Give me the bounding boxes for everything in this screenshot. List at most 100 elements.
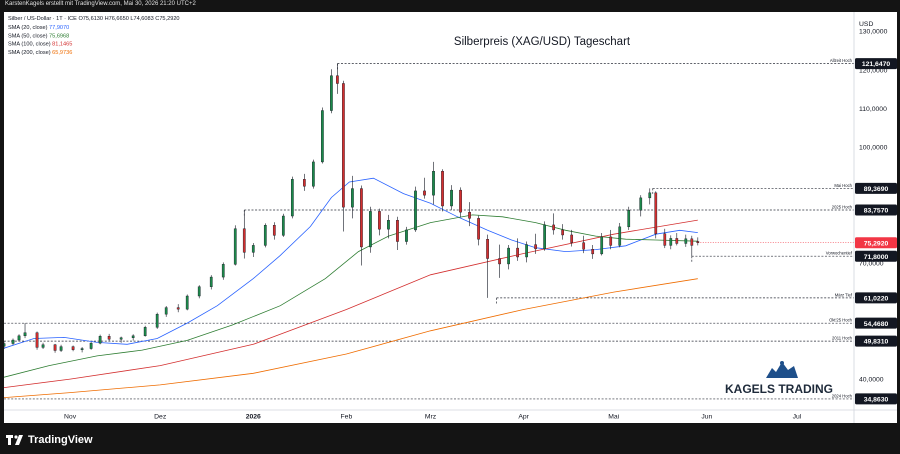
candle-body (423, 190, 426, 196)
level-lines: Allzeit Hoch Mai Hoch 2025 Hoch Vorwochenti… (4, 58, 854, 400)
candles (4, 63, 700, 353)
candle-body (242, 228, 246, 253)
candle-body (561, 229, 565, 236)
legend-sma100-label: SMA (100, close) (8, 42, 52, 48)
x-tick-label: Feb (341, 414, 353, 421)
chart-frame[interactable]: Allzeit Hoch Mai Hoch 2025 Hoch Vorwochenti… (4, 12, 897, 423)
candle (17, 334, 21, 341)
candle (477, 215, 480, 246)
candle (281, 213, 285, 237)
candle-body (143, 327, 147, 337)
candle-body (648, 192, 652, 199)
sma-line (4, 278, 698, 398)
level-tag-label: 61,0220 (864, 295, 889, 302)
candle-body (639, 197, 643, 211)
legend-sma200: SMA (200, close) 65,9736 (8, 50, 72, 56)
candle-body (486, 239, 489, 259)
candle-body (360, 188, 363, 248)
candle-body (80, 348, 84, 350)
y-axis[interactable]: 130,0000 120,0000 110,0000 100,0000 70,0000 5… (853, 12, 888, 423)
y-tick-label: 100,0000 (859, 145, 888, 152)
candle-body (675, 238, 679, 244)
candle (459, 187, 462, 218)
candle-body (251, 245, 255, 253)
candle (80, 347, 84, 353)
level-annotation: Okt'25 Hoch (829, 318, 853, 323)
candle-body (627, 210, 631, 228)
x-tick-label: Dez (154, 414, 167, 421)
candle (209, 275, 213, 290)
candle (155, 312, 159, 329)
candle (663, 228, 667, 249)
candle (330, 69, 333, 114)
candle (263, 223, 267, 248)
level-annotation: 2024 Hoch (832, 393, 853, 398)
legend-sma200-value: 65,9736 (52, 50, 72, 56)
candle-body (432, 170, 435, 196)
candle-body (17, 335, 21, 341)
x-axis[interactable]: Nov Dez 2026 Feb Mrz Apr Mai Jun Jul (4, 409, 897, 421)
candle-body (684, 238, 688, 244)
candle-body (414, 190, 417, 231)
y-tick-label: 70,0000 (859, 261, 884, 268)
candle (618, 222, 622, 248)
level-tag-label: 34,8630 (864, 397, 889, 404)
candle (4, 341, 6, 349)
candle-body (290, 179, 294, 217)
header-bar: KarstenKagels erstellt mit TradingView.c… (0, 0, 900, 12)
last-price-label: 75,2920 (864, 240, 889, 247)
kagels-brand-text: KAGELS TRADING (725, 382, 833, 396)
legend-sma20: SMA (20, close) 77,9070 (8, 25, 69, 31)
legend-symbol-line: Silber / US-Dollar · 1T · ICE O75,6130 H… (8, 16, 180, 22)
candle (387, 214, 390, 239)
candle (591, 245, 595, 259)
candle (600, 233, 604, 256)
candle-body (303, 179, 306, 187)
candle (185, 294, 189, 311)
candle (59, 344, 63, 353)
legend-bg (4, 12, 164, 60)
candle (414, 186, 417, 232)
candle (450, 185, 453, 210)
level-tag-label: 121,6470 (862, 61, 891, 68)
candle (570, 229, 574, 247)
price-tags: 121,6470 89,3690 83,7570 71,8000 61,0220 54,4… (855, 58, 897, 405)
level-tag (855, 393, 897, 405)
level-tag-label: 83,7570 (864, 208, 889, 215)
candle-body (41, 344, 45, 348)
tradingview-logo[interactable]: TradingView (6, 434, 93, 446)
level-tag (855, 250, 897, 262)
candle (369, 206, 372, 253)
candle (11, 338, 15, 346)
candle (233, 225, 237, 266)
candle (197, 285, 201, 299)
candle (107, 333, 111, 342)
candle-body (98, 335, 102, 344)
chart-svg[interactable]: Allzeit Hoch Mai Hoch 2025 Hoch Vorwochenti… (4, 12, 897, 423)
x-tick-label: 2026 (246, 414, 261, 421)
y-tick-label: 130,0000 (859, 29, 888, 36)
candle-body (369, 211, 372, 248)
kagels-watermark: KAGELS TRADING (725, 361, 833, 396)
chart-title: Silberpreis (XAG/USD) Tageschart (454, 36, 631, 48)
legend-sma50-label: SMA (50, close) (8, 33, 49, 39)
legend-sma20-value: 77,9070 (49, 25, 69, 31)
candle (696, 237, 700, 246)
candle-body (582, 242, 586, 250)
candle-body (516, 247, 519, 258)
candle-body (233, 228, 237, 265)
candle (507, 245, 510, 270)
candle (396, 216, 399, 251)
candle (654, 191, 658, 239)
level-tag (855, 58, 897, 70)
candle-body (570, 234, 574, 243)
candle-body (441, 170, 444, 207)
candle-body (507, 247, 510, 265)
legend-sma50-value: 75,6968 (49, 33, 69, 39)
candle-body (4, 343, 6, 347)
candle (627, 206, 631, 230)
candle-body (450, 189, 453, 207)
candle (321, 107, 324, 164)
x-tick-label: Mai (608, 414, 619, 421)
candle-body (176, 307, 180, 310)
